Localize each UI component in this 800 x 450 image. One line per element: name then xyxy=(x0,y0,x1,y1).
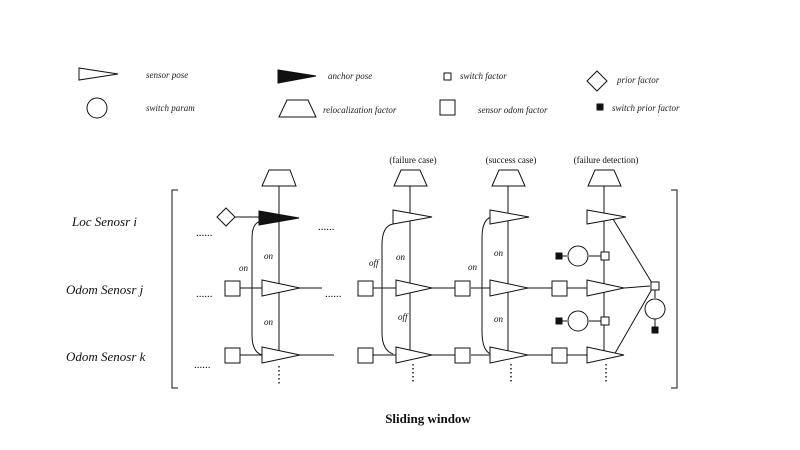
case-label-failure: (failure case) xyxy=(389,155,436,165)
legend-prior-factor-icon xyxy=(586,70,608,92)
anchor-pose xyxy=(258,210,300,226)
legend-relocalization-factor-icon xyxy=(278,99,317,118)
sliding-window-right-bracket xyxy=(671,189,678,389)
switch-factor xyxy=(650,281,660,291)
row-label-loc-sensor-i: Loc Senosr i xyxy=(71,214,137,229)
row-label-odom-sensor-j: Odom Senosr j xyxy=(66,282,144,297)
ellipsis: ...... xyxy=(318,221,335,233)
legend-sensor-pose-icon xyxy=(78,67,119,81)
sensor-odom-factor xyxy=(454,347,471,364)
switch-state-labels: on on on off on off on on on xyxy=(239,248,504,327)
sensor-pose xyxy=(586,209,627,225)
sensor-pose xyxy=(489,346,529,364)
legend-anchor-pose-label: anchor pose xyxy=(328,71,372,81)
switch-state-on: on xyxy=(494,314,504,324)
sensor-pose xyxy=(586,279,625,297)
sensor-pose xyxy=(261,279,301,297)
diagram-caption: Sliding window xyxy=(385,411,471,426)
relocalization-factor-2 xyxy=(393,169,428,187)
ellipsis-markers: ...... ...... ...... ...... ...... xyxy=(194,221,342,371)
switch-factor xyxy=(600,316,610,326)
switch-state-on: on xyxy=(494,248,504,258)
legend-switch-factor-label: switch factor xyxy=(460,71,507,81)
switch-state-on: on xyxy=(468,262,478,272)
sensor-pose xyxy=(489,279,529,297)
legend-prior-factor-label: prior factor xyxy=(616,75,660,85)
sensor-odom-factor xyxy=(224,347,241,364)
sensor-odom-factor xyxy=(551,347,568,364)
sensor-pose xyxy=(586,346,625,364)
ellipsis: ...... xyxy=(196,288,213,300)
prior-factor xyxy=(216,207,236,227)
legend-anchor-pose-icon xyxy=(277,69,317,84)
legend: sensor pose anchor pose switch factor pr… xyxy=(78,67,680,119)
vertical-ellipsis-markers xyxy=(278,364,607,386)
sensor-pose xyxy=(261,346,301,364)
legend-sensor-odom-factor-label: sensor odom factor xyxy=(478,105,548,115)
legend-sensor-pose-label: sensor pose xyxy=(146,70,188,80)
sensor-odom-factor xyxy=(551,280,568,297)
sensor-odom-factor xyxy=(224,280,241,297)
sensor-odom-factor xyxy=(357,280,374,297)
legend-switch-factor-icon xyxy=(443,72,452,81)
sensor-pose xyxy=(392,209,433,225)
switch-state-on: on xyxy=(396,252,406,262)
legend-switch-prior-factor-icon xyxy=(596,103,604,111)
switch-param xyxy=(567,310,589,332)
case-label-failure-detection: (failure detection) xyxy=(574,155,639,165)
relocalization-factor-1 xyxy=(261,169,297,187)
sensor-pose xyxy=(489,209,530,225)
relocalization-factor-3 xyxy=(491,169,526,187)
legend-switch-param-label: switch param xyxy=(146,103,195,113)
sensor-pose xyxy=(395,279,433,297)
sensor-odom-factor xyxy=(454,280,471,297)
switch-param xyxy=(644,298,666,320)
case-label-success: (success case) xyxy=(486,155,537,165)
switch-arcs xyxy=(251,216,492,356)
switch-state-off: off xyxy=(398,312,409,322)
sensor-odom-factor xyxy=(357,347,374,364)
switch-prior-factor xyxy=(555,317,563,325)
sliding-window-left-bracket xyxy=(171,189,178,389)
ellipsis: ...... xyxy=(325,288,342,300)
row-label-odom-sensor-k: Odom Senosr k xyxy=(66,349,146,364)
switch-state-off: off xyxy=(369,258,380,268)
ellipsis: ...... xyxy=(196,227,213,239)
switch-prior-factor xyxy=(651,326,659,334)
switch-state-on: on xyxy=(264,251,274,261)
relocalization-factor-4 xyxy=(587,169,622,187)
ellipsis: ...... xyxy=(194,359,211,371)
legend-switch-prior-factor-label: switch prior factor xyxy=(612,103,680,113)
switch-state-on: on xyxy=(239,263,249,273)
switch-param xyxy=(567,245,589,267)
switch-state-on: on xyxy=(264,317,274,327)
legend-switch-param-icon xyxy=(86,97,108,119)
sensor-pose xyxy=(395,346,433,364)
legend-relocalization-factor-label: relocalization factor xyxy=(323,105,397,115)
switch-factor xyxy=(600,251,610,261)
switch-prior-factor xyxy=(555,252,563,260)
legend-sensor-odom-factor-icon xyxy=(439,99,456,116)
